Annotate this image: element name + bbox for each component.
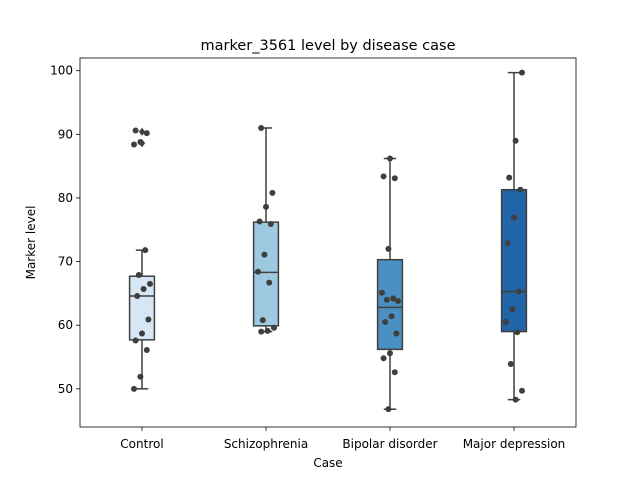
data-point-1-4 xyxy=(266,279,273,286)
data-point-2-6 xyxy=(388,313,395,320)
box-3 xyxy=(500,188,528,333)
chart-title: marker_3561 level by disease case xyxy=(201,38,456,54)
box-2 xyxy=(376,258,404,351)
data-point-0-13 xyxy=(143,130,150,137)
data-point-0-4 xyxy=(139,330,145,337)
box-group-3 xyxy=(500,69,528,403)
data-point-3-8 xyxy=(511,214,517,221)
data-point-2-14 xyxy=(387,155,393,162)
plot-area xyxy=(128,69,528,413)
data-point-0-6 xyxy=(134,292,141,299)
data-point-0-9 xyxy=(135,271,142,278)
data-point-3-10 xyxy=(506,174,513,181)
data-point-2-0 xyxy=(385,406,392,413)
data-point-2-10 xyxy=(379,289,385,296)
data-point-2-9 xyxy=(390,295,397,302)
data-point-1-7 xyxy=(267,221,274,228)
data-point-2-5 xyxy=(382,319,389,326)
data-point-1-5 xyxy=(255,268,261,275)
data-point-0-7 xyxy=(140,285,147,292)
data-point-2-4 xyxy=(393,330,400,337)
data-point-0-5 xyxy=(145,316,152,323)
data-point-0-11 xyxy=(131,141,137,148)
data-point-2-12 xyxy=(391,175,398,182)
y-tick-label-90: 90 xyxy=(58,127,73,141)
x-tick-label-0: Control xyxy=(120,437,163,451)
data-point-2-7 xyxy=(395,298,401,305)
data-point-3-11 xyxy=(512,137,519,144)
data-point-1-8 xyxy=(256,218,263,225)
data-point-0-8 xyxy=(147,280,153,287)
y-tick-label-70: 70 xyxy=(58,255,73,269)
data-point-0-1 xyxy=(137,373,144,380)
box-group-0 xyxy=(128,127,156,392)
data-point-3-4 xyxy=(503,319,509,326)
box-group-1 xyxy=(252,124,280,335)
x-axis-label: Case xyxy=(313,456,342,470)
data-point-1-9 xyxy=(263,203,269,210)
data-point-0-3 xyxy=(132,337,139,344)
data-point-3-1 xyxy=(519,387,525,394)
x-axis: Control Schizophrenia Bipolar disorder Majo… xyxy=(120,427,565,451)
x-tick-label-2: Bipolar disorder xyxy=(342,437,437,451)
data-point-1-10 xyxy=(269,189,276,196)
data-point-3-12 xyxy=(519,69,525,76)
plot-frame xyxy=(79,57,577,428)
y-tick-label-60: 60 xyxy=(58,318,73,332)
data-point-1-1 xyxy=(264,327,271,334)
data-point-3-2 xyxy=(507,361,514,368)
data-point-1-6 xyxy=(261,251,268,258)
data-point-1-2 xyxy=(271,324,277,331)
box-group-2 xyxy=(376,155,404,413)
data-point-0-12 xyxy=(137,138,144,145)
y-tick-label-50: 50 xyxy=(58,382,73,396)
data-point-2-8 xyxy=(383,296,390,303)
data-point-3-3 xyxy=(514,329,521,336)
data-point-3-0 xyxy=(512,396,519,403)
data-point-1-11 xyxy=(258,124,265,131)
data-point-2-2 xyxy=(380,355,387,362)
data-point-2-1 xyxy=(391,369,398,376)
data-point-0-10 xyxy=(142,247,149,254)
data-point-0-2 xyxy=(143,347,150,354)
data-point-3-9 xyxy=(517,186,524,193)
outlier-0-1 xyxy=(138,127,146,136)
y-axis: 50 60 70 80 90 100 xyxy=(50,64,80,396)
data-point-2-13 xyxy=(380,173,387,180)
y-tick-label-100: 100 xyxy=(50,64,73,78)
x-tick-label-3: Major depression xyxy=(463,437,566,451)
data-point-1-3 xyxy=(259,317,266,324)
data-point-0-0 xyxy=(131,385,137,392)
y-tick-label-80: 80 xyxy=(58,191,73,205)
data-point-2-3 xyxy=(387,350,393,357)
y-axis-label: Marker level xyxy=(24,206,38,280)
data-point-3-5 xyxy=(509,306,516,313)
data-point-0-14 xyxy=(132,127,139,134)
data-point-1-0 xyxy=(258,328,265,335)
data-point-3-7 xyxy=(504,240,511,247)
x-tick-label-1: Schizophrenia xyxy=(224,437,308,451)
data-point-3-6 xyxy=(515,288,522,295)
data-point-2-11 xyxy=(385,245,392,252)
